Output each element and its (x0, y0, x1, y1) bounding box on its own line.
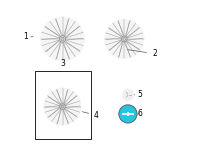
Circle shape (59, 36, 66, 42)
Text: 5: 5 (134, 90, 142, 99)
Circle shape (122, 89, 134, 100)
Circle shape (119, 105, 137, 123)
Circle shape (60, 104, 65, 109)
Text: 2: 2 (128, 49, 157, 58)
Circle shape (121, 36, 127, 42)
Text: 3: 3 (60, 59, 65, 68)
Polygon shape (122, 112, 134, 116)
Circle shape (61, 105, 64, 108)
Bar (35, 71, 91, 139)
Circle shape (104, 19, 144, 59)
Text: 1: 1 (23, 32, 33, 41)
Text: 4: 4 (82, 111, 99, 120)
Circle shape (44, 88, 81, 126)
Text: 6: 6 (137, 109, 142, 118)
Circle shape (61, 37, 64, 41)
Circle shape (40, 17, 85, 61)
Circle shape (123, 37, 126, 40)
